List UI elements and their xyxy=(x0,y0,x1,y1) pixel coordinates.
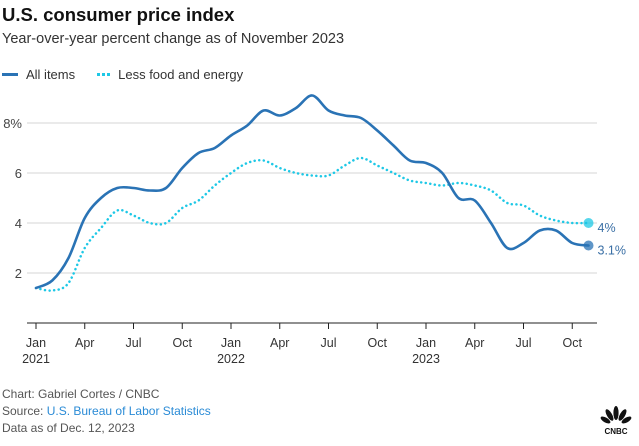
x-tick-year-label: 2021 xyxy=(22,352,50,366)
x-tick-label: Oct xyxy=(563,336,583,350)
cnbc-logo: CNBC xyxy=(600,406,632,435)
x-tick-label: Jul xyxy=(321,336,337,350)
x-tick-label: Apr xyxy=(75,336,94,350)
legend-swatch-dotted xyxy=(97,73,111,76)
legend: All items Less food and energy xyxy=(2,67,265,82)
y-tick-label: 8% xyxy=(3,116,22,131)
x-tick-label: Jul xyxy=(126,336,142,350)
x-tick-label: Oct xyxy=(173,336,193,350)
x-tick-year-label: 2023 xyxy=(412,352,440,366)
chart-subtitle: Year-over-year percent change as of Nove… xyxy=(2,31,345,47)
x-tick-label: Jan xyxy=(221,336,241,350)
y-tick-label: 2 xyxy=(15,266,22,281)
source-line: Source: U.S. Bureau of Labor Statistics xyxy=(2,403,211,420)
chart-credit: Chart: Gabriel Cortes / CNBC xyxy=(2,387,160,401)
source-prefix: Source: xyxy=(2,404,47,418)
legend-item-all-items: All items xyxy=(2,67,75,82)
series-end-marker xyxy=(583,240,594,251)
series-line-core xyxy=(34,156,590,292)
footer: Chart: Gabriel Cortes / CNBC Source: U.S… xyxy=(2,386,211,437)
x-tick-label: Apr xyxy=(465,336,484,350)
x-tick-year-label: 2022 xyxy=(217,352,245,366)
source-link[interactable]: U.S. Bureau of Labor Statistics xyxy=(46,404,211,418)
series-end-label: 3.1% xyxy=(598,244,627,258)
chart-title: U.S. consumer price index xyxy=(2,4,235,25)
legend-label: Less food and energy xyxy=(118,67,244,82)
x-tick-label: Apr xyxy=(270,336,289,350)
legend-item-core: Less food and energy xyxy=(97,67,243,82)
series-end-marker xyxy=(583,218,594,228)
x-tick-label: Jul xyxy=(516,336,532,350)
legend-swatch-solid xyxy=(2,73,18,76)
legend-label: All items xyxy=(26,67,76,82)
x-tick-label: Jan xyxy=(26,336,46,350)
y-tick-label: 4 xyxy=(15,216,22,231)
svg-text:CNBC: CNBC xyxy=(604,427,627,435)
series-line-all-items xyxy=(34,94,590,290)
series-end-label: 4% xyxy=(598,221,616,235)
y-tick-label: 6 xyxy=(15,166,22,181)
x-tick-label: Jan xyxy=(416,336,436,350)
x-tick-label: Oct xyxy=(368,336,388,350)
line-chart: 2 4 6 8% Jan 2021 Apr Jul Oct Jan 2022 Apr Jul Oct Jan… xyxy=(3,94,627,366)
data-date: Data as of Dec. 12, 2023 xyxy=(2,421,135,435)
